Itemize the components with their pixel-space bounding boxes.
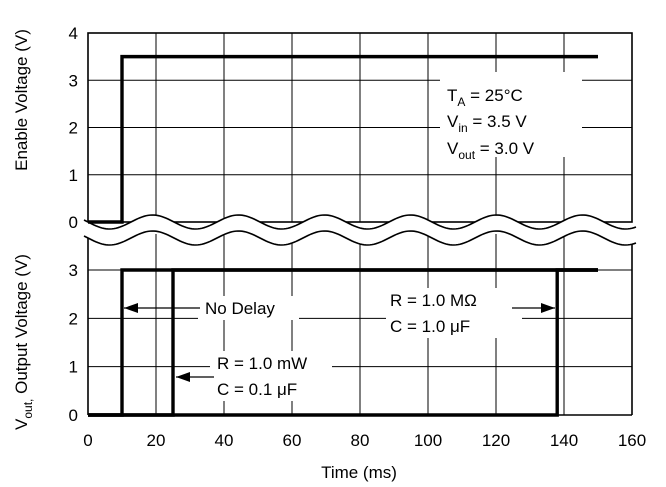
traces (88, 54, 598, 417)
enable-y-axis-label: Enable Voltage (V) (12, 29, 31, 171)
annotation-rc-01uf: R = 1.0 mW C = 0.1 μF (176, 351, 332, 401)
output-y-tick-label-3: 3 (69, 261, 78, 280)
x-axis-label: Time (ms) (321, 463, 397, 482)
svg-text:Vin = 3.5 V: Vin = 3.5 V (447, 112, 527, 135)
x-tick-label-8: 160 (618, 431, 646, 450)
x-tick-label-5: 100 (414, 431, 442, 450)
output-y-tick-label-0: 0 (69, 406, 78, 425)
x-tick-label-2: 40 (215, 431, 234, 450)
enable-y-tick-label-0: 0 (69, 213, 78, 232)
enable-y-tick-label-1: 1 (69, 166, 78, 185)
enable-y-tick-label-4: 4 (69, 24, 78, 43)
output-y-axis-label: Vout, Output Voltage (V) (12, 254, 35, 430)
x-tick-label-1: 20 (147, 431, 166, 450)
enable-y-tick-label-2: 2 (69, 119, 78, 138)
svg-text:No Delay: No Delay (205, 299, 275, 318)
enable-y-tick-label-3: 3 (69, 71, 78, 90)
axis-break-band (84, 215, 636, 245)
x-tick-label-4: 80 (351, 431, 370, 450)
x-tick-label-3: 60 (283, 431, 302, 450)
output-y-tick-label-1: 1 (69, 358, 78, 377)
svg-text:TA = 25°C: TA = 25°C (447, 86, 523, 109)
axis-break (83, 214, 637, 246)
enable-trace-0 (88, 54, 598, 224)
svg-text:C = 1.0 μF: C = 1.0 μF (390, 317, 470, 336)
output-panel-grid (87, 234, 633, 416)
svg-text:R = 1.0 mW: R = 1.0 mW (217, 354, 307, 373)
svg-text:C = 0.1 μF: C = 0.1 μF (217, 380, 297, 399)
svg-text:Vout = 3.0 V: Vout = 3.0 V (447, 139, 535, 162)
test-conditions: TA = 25°C Vin = 3.5 V Vout = 3.0 V (440, 72, 582, 162)
enable-panel-frame (87, 32, 633, 223)
annotation-rc-1uf: R = 1.0 MΩ C = 1.0 μF (386, 288, 555, 338)
axis-break-wave-lower (83, 230, 637, 246)
output-trace-2 (88, 268, 598, 417)
x-tick-label-7: 140 (550, 431, 578, 450)
svg-text:R = 1.0 MΩ: R = 1.0 MΩ (390, 291, 477, 310)
output-y-tick-label-2: 2 (69, 309, 78, 328)
axis-break-wave-upper (83, 214, 637, 230)
x-tick-label-6: 120 (482, 431, 510, 450)
x-tick-label-0: 0 (83, 431, 92, 450)
annotation-no-delay: No Delay (124, 296, 299, 320)
